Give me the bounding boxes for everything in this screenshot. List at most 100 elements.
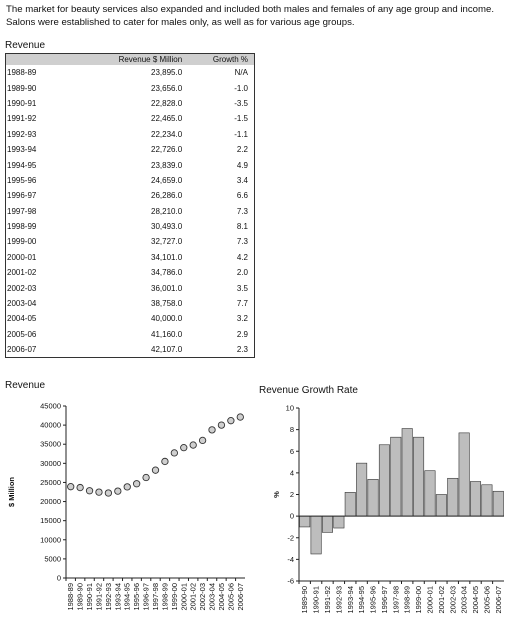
- table-cell-year: 1993-94: [7, 145, 37, 155]
- bar: [310, 515, 322, 555]
- x-tick-label: 1996-97: [380, 586, 389, 614]
- data-point: [104, 489, 113, 497]
- table-cell-year: 1988-89: [7, 68, 37, 78]
- x-tick-label: 2003-04: [208, 583, 217, 611]
- revenue-chart: 0 5000 10000 15000 20000 25000 30000 35000 40000…: [7, 402, 245, 611]
- table-row: 1998-99 30,493.0 8.1: [6, 219, 255, 234]
- y-tick-label: 30000: [40, 459, 61, 468]
- table-cell-year: 2005-06: [7, 329, 37, 339]
- revenue-table: Revenue $ Million Growth % 1988-89 23,895…: [5, 53, 255, 359]
- table-cell-year: 1996-97: [7, 191, 37, 201]
- x-tick-label: 2002-03: [198, 583, 207, 611]
- x-tick-label: 2004-05: [471, 586, 480, 614]
- table-cell-growth: 7.7: [236, 299, 248, 309]
- x-tick-label: 1991-92: [94, 583, 103, 611]
- table-cell-growth: 2.2: [236, 145, 248, 155]
- table-cell-year: 2000-01: [7, 252, 37, 262]
- x-tick-label: 1989-90: [76, 583, 85, 611]
- data-point: [217, 421, 226, 429]
- table-cell-year: 1998-99: [7, 222, 37, 232]
- data-point: [114, 487, 122, 495]
- x-tick-label: 1993-94: [346, 586, 355, 614]
- table-cell-revenue: 22,465.0: [151, 114, 183, 124]
- table-row: 1999-00 32,727.0 7.3: [6, 234, 255, 249]
- data-point: [67, 483, 75, 491]
- x-tick-label: 1999-00: [414, 586, 423, 614]
- table-cell-revenue: 30,493.0: [151, 222, 183, 232]
- table-row: 2002-03 36,001.0 3.5: [6, 280, 255, 295]
- bar: [299, 515, 311, 528]
- x-tick-label: 1996-97: [142, 583, 151, 611]
- table-cell-growth: -1.5: [234, 114, 248, 124]
- table-cell-revenue: 23,656.0: [151, 83, 183, 93]
- table-cell-year: 1994-95: [7, 160, 37, 170]
- table-cell-growth: -3.5: [234, 98, 248, 108]
- growth-chart-title: Revenue Growth Rate: [259, 385, 358, 396]
- table-cell-growth: 4.9: [236, 160, 248, 170]
- y-tick-label: 25000: [40, 478, 61, 487]
- data-point: [198, 436, 207, 445]
- x-tick-label: 1990-91: [312, 586, 321, 614]
- data-point: [76, 483, 84, 492]
- table-cell-growth: 3.5: [236, 283, 248, 293]
- table-row: 1988-89 23,895.0 N/A: [6, 65, 255, 80]
- table-cell-year: 2001-02: [7, 268, 37, 278]
- x-tick-label: 2003-04: [460, 586, 469, 614]
- table-cell-year: 2004-05: [7, 314, 37, 324]
- bar: [413, 436, 425, 517]
- x-tick-label: 2001-02: [189, 583, 198, 611]
- table-cell-revenue: 28,210.0: [151, 206, 183, 216]
- table-row: 2005-06 41,160.0 2.9: [6, 327, 255, 342]
- table-row: 2000-01 34,101.0 4.2: [6, 250, 255, 265]
- y-tick-label: 6: [290, 447, 294, 456]
- data-point: [142, 473, 150, 482]
- x-tick-label: 1994-95: [123, 583, 132, 611]
- y-tick-label: 10: [286, 404, 294, 413]
- table-row: 1994-95 23,839.0 4.9: [6, 157, 255, 172]
- table-cell-year: 1997-98: [7, 206, 37, 216]
- table-cell-revenue: 24,659.0: [151, 175, 183, 185]
- table-header-growth: Growth %: [182, 53, 255, 65]
- bar: [424, 470, 436, 517]
- y-tick-label: -2: [287, 533, 294, 542]
- y-tick-label: 2: [290, 490, 294, 499]
- table-cell-year: 1999-00: [7, 237, 37, 247]
- table-cell-growth: 7.3: [236, 206, 248, 216]
- table-cell-growth: -1.1: [234, 129, 248, 139]
- table-cell-revenue: 41,160.0: [151, 329, 183, 339]
- x-tick-label: 1998-99: [403, 586, 412, 614]
- revenue-chart-title: Revenue: [5, 380, 46, 391]
- table-row: 1991-92 22,465.0 -1.5: [6, 111, 255, 126]
- table-header-year: [5, 53, 75, 65]
- table-cell-growth: 4.2: [236, 252, 248, 262]
- table-cell-year: 2002-03: [7, 283, 37, 293]
- table-row: 2003-04 38,758.0 7.7: [6, 296, 255, 311]
- table-cell-revenue: 22,828.0: [151, 98, 183, 108]
- bar: [344, 492, 356, 517]
- table-cell-growth: 2.0: [236, 268, 248, 278]
- data-point: [95, 488, 103, 496]
- intro-text: The market for beauty services also expa…: [6, 3, 518, 29]
- y-tick-label: 5000: [44, 554, 61, 563]
- x-tick-label: 1990-91: [85, 583, 94, 611]
- table-header-row: Revenue $ Million Growth %: [5, 53, 255, 65]
- data-point: [227, 417, 235, 425]
- y-tick-label: 4: [290, 468, 294, 477]
- table-cell-revenue: 22,234.0: [151, 129, 183, 139]
- growth-chart: -6 -4 -2 0 2 4 6 8 10% 1989-90 1990-91 1991-92 1992-…: [272, 404, 504, 614]
- table-row: 1992-93 22,234.0 -1.1: [6, 127, 255, 142]
- table-title: Revenue: [5, 40, 46, 51]
- table-cell-revenue: 42,107.0: [151, 345, 183, 355]
- x-tick-label: 2006-07: [494, 586, 503, 614]
- table-row: 1996-97 26,286.0 6.6: [6, 188, 255, 203]
- x-tick-label: 2005-06: [482, 586, 491, 614]
- table-cell-revenue: 34,786.0: [151, 268, 183, 278]
- x-tick-label: 2004-05: [217, 583, 226, 611]
- table-cell-year: 1989-90: [7, 83, 37, 93]
- table-cell-growth: 8.1: [236, 222, 248, 232]
- table-cell-revenue: 32,727.0: [151, 237, 183, 247]
- x-tick-label: 1997-98: [151, 583, 160, 611]
- table-row: 2006-07 42,107.0 2.3: [6, 342, 255, 358]
- table-cell-growth: 2.3: [236, 345, 248, 355]
- y-tick-label: 20000: [40, 497, 61, 506]
